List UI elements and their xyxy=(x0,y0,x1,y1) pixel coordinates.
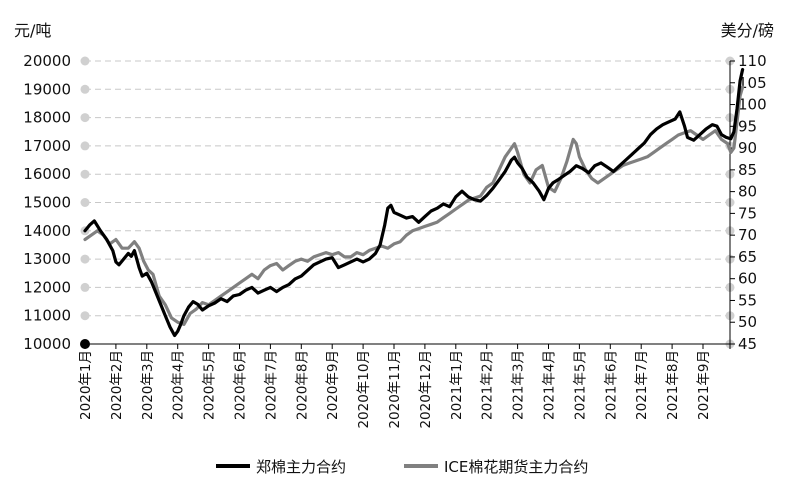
right-axis-unit: 美分/磅 xyxy=(721,21,774,40)
series-lines xyxy=(83,67,745,338)
x-tick-label: 2020年5月 xyxy=(202,350,218,420)
left-tick-marker xyxy=(80,141,90,151)
left-tick-marker xyxy=(80,254,90,264)
x-tick-label: 2020年3月 xyxy=(140,350,156,420)
right-tick-label: 80 xyxy=(738,183,757,201)
left-axis-unit: 元/吨 xyxy=(14,21,51,40)
x-tick-label: 2021年6月 xyxy=(603,350,619,420)
left-tick-label: 20000 xyxy=(23,52,71,70)
left-tick-label: 12000 xyxy=(23,278,71,296)
left-tick-marker xyxy=(80,84,90,94)
x-tick-label: 2020年7月 xyxy=(263,350,279,420)
right-tick-label: 90 xyxy=(738,139,757,157)
x-tick-label: 2021年1月 xyxy=(449,350,465,420)
left-tick-label: 16000 xyxy=(23,165,71,183)
left-tick-marker xyxy=(80,311,90,321)
x-tick-label: 2020年9月 xyxy=(325,350,341,420)
left-tick-label: 17000 xyxy=(23,137,71,155)
right-tick-label: 85 xyxy=(738,161,757,179)
legend: 郑棉主力合约 ICE棉花期货主力合约 xyxy=(216,458,588,476)
left-tick-marker xyxy=(80,282,90,292)
legend-label-zhengmian: 郑棉主力合约 xyxy=(256,458,346,476)
x-tick-label: 2020年4月 xyxy=(171,350,187,420)
right-tick-label: 110 xyxy=(738,52,767,70)
right-tick-label: 45 xyxy=(738,335,757,353)
x-tick-label: 2020年10月 xyxy=(356,350,372,429)
x-tick-label: 2021年3月 xyxy=(511,350,527,420)
x-tick-label: 2021年7月 xyxy=(634,350,650,420)
right-tick-label: 65 xyxy=(738,248,757,266)
x-tick-label: 2020年2月 xyxy=(109,350,125,420)
right-tick-label: 50 xyxy=(738,313,757,331)
left-tick-marker xyxy=(80,113,90,123)
left-tick-marker xyxy=(80,169,90,179)
right-tick-label: 100 xyxy=(738,96,767,114)
left-tick-label: 15000 xyxy=(23,194,71,212)
x-tick-label: 2021年5月 xyxy=(572,350,588,420)
right-tick-label: 75 xyxy=(738,204,757,222)
x-tick-label: 2020年8月 xyxy=(294,350,310,420)
x-tick-label: 2021年4月 xyxy=(542,350,558,420)
gridlines xyxy=(80,56,735,349)
left-tick-label: 14000 xyxy=(23,222,71,240)
right-tick-label: 55 xyxy=(738,291,757,309)
x-tick-label: 2021年8月 xyxy=(665,350,681,420)
left-tick-label: 10000 xyxy=(23,335,71,353)
left-tick-label: 19000 xyxy=(23,80,71,98)
x-tick-label: 2020年1月 xyxy=(78,350,94,420)
legend-label-ice: ICE棉花期货主力合约 xyxy=(444,458,588,476)
right-tick-label: 60 xyxy=(738,270,757,288)
left-tick-marker xyxy=(80,56,90,66)
series-line-ice xyxy=(83,85,745,326)
right-tick-label: 70 xyxy=(738,226,757,244)
right-tick-label: 95 xyxy=(738,117,757,135)
x-tick-label: 2021年2月 xyxy=(480,350,496,420)
left-tick-marker xyxy=(80,198,90,207)
left-tick-label: 18000 xyxy=(23,109,71,127)
x-tick-label: 2020年6月 xyxy=(233,350,249,420)
right-tick-label: 105 xyxy=(738,74,767,92)
x-tick-label: 2021年9月 xyxy=(696,350,712,420)
axes: 10000 11000 12000 13000 14000 15000 16000 17000… xyxy=(23,52,766,429)
x-tick-label: 2020年12月 xyxy=(418,350,434,429)
series-line-zhengmian xyxy=(83,67,745,338)
left-tick-label: 11000 xyxy=(23,307,71,325)
left-tick-label: 13000 xyxy=(23,250,71,268)
x-tick-label: 2020年11月 xyxy=(387,350,403,429)
